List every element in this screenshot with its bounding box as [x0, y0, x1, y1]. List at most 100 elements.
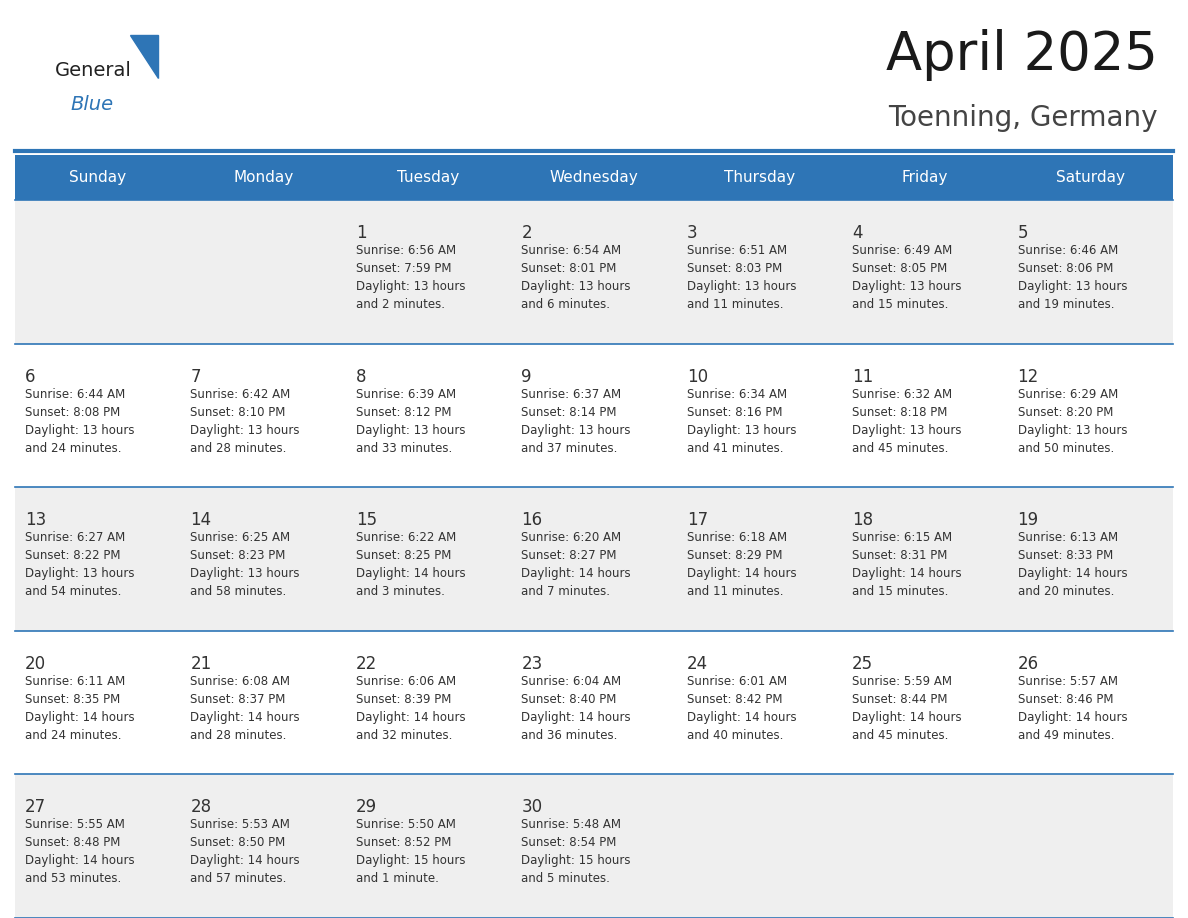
Text: 14: 14: [190, 511, 211, 529]
Text: Sunrise: 6:06 AM: Sunrise: 6:06 AM: [356, 675, 456, 688]
Text: 3: 3: [687, 224, 697, 242]
Text: Sunset: 8:12 PM: Sunset: 8:12 PM: [356, 406, 451, 419]
Bar: [15, 631, 1173, 775]
Text: Thursday: Thursday: [723, 170, 795, 185]
Text: 2: 2: [522, 224, 532, 242]
Text: Sunrise: 6:34 AM: Sunrise: 6:34 AM: [687, 387, 786, 400]
Text: Sunset: 8:46 PM: Sunset: 8:46 PM: [1018, 693, 1113, 706]
Text: 22: 22: [356, 655, 377, 673]
Text: Sunrise: 6:22 AM: Sunrise: 6:22 AM: [356, 532, 456, 544]
Text: Daylight: 14 hours: Daylight: 14 hours: [25, 855, 134, 868]
Text: Daylight: 14 hours: Daylight: 14 hours: [687, 711, 796, 723]
Text: Daylight: 14 hours: Daylight: 14 hours: [356, 711, 466, 723]
Text: Sunset: 8:37 PM: Sunset: 8:37 PM: [190, 693, 286, 706]
Text: Daylight: 14 hours: Daylight: 14 hours: [1018, 711, 1127, 723]
Text: and 58 minutes.: and 58 minutes.: [190, 585, 286, 599]
Text: Sunrise: 6:25 AM: Sunrise: 6:25 AM: [190, 532, 291, 544]
Text: 13: 13: [25, 511, 46, 529]
Text: Sunset: 8:18 PM: Sunset: 8:18 PM: [852, 406, 948, 419]
Text: Sunrise: 6:32 AM: Sunrise: 6:32 AM: [852, 387, 953, 400]
Text: Sunrise: 6:37 AM: Sunrise: 6:37 AM: [522, 387, 621, 400]
Text: and 53 minutes.: and 53 minutes.: [25, 872, 121, 885]
Text: and 24 minutes.: and 24 minutes.: [25, 729, 121, 742]
Text: and 3 minutes.: and 3 minutes.: [356, 585, 444, 599]
Text: and 41 minutes.: and 41 minutes.: [687, 442, 783, 454]
Text: Daylight: 13 hours: Daylight: 13 hours: [190, 423, 299, 437]
Text: Daylight: 13 hours: Daylight: 13 hours: [687, 280, 796, 293]
Text: Daylight: 13 hours: Daylight: 13 hours: [356, 423, 466, 437]
Text: Sunrise: 6:01 AM: Sunrise: 6:01 AM: [687, 675, 786, 688]
Text: Daylight: 13 hours: Daylight: 13 hours: [852, 280, 961, 293]
Text: April 2025: April 2025: [886, 29, 1158, 81]
Text: Sunrise: 5:55 AM: Sunrise: 5:55 AM: [25, 819, 125, 832]
Bar: [15, 200, 1173, 343]
Text: 17: 17: [687, 511, 708, 529]
Text: Sunrise: 5:50 AM: Sunrise: 5:50 AM: [356, 819, 456, 832]
Polygon shape: [129, 35, 158, 78]
Text: Daylight: 14 hours: Daylight: 14 hours: [852, 711, 962, 723]
Text: Daylight: 13 hours: Daylight: 13 hours: [190, 567, 299, 580]
Text: Daylight: 14 hours: Daylight: 14 hours: [190, 711, 301, 723]
Text: Daylight: 14 hours: Daylight: 14 hours: [25, 711, 134, 723]
Text: 1: 1: [356, 224, 366, 242]
Text: Sunrise: 5:53 AM: Sunrise: 5:53 AM: [190, 819, 290, 832]
Text: and 54 minutes.: and 54 minutes.: [25, 585, 121, 599]
Text: Sunset: 8:23 PM: Sunset: 8:23 PM: [190, 549, 286, 562]
Text: and 11 minutes.: and 11 minutes.: [687, 298, 783, 311]
Text: and 49 minutes.: and 49 minutes.: [1018, 729, 1114, 742]
Text: and 5 minutes.: and 5 minutes.: [522, 872, 611, 885]
Text: Sunrise: 6:13 AM: Sunrise: 6:13 AM: [1018, 532, 1118, 544]
Text: Sunset: 8:03 PM: Sunset: 8:03 PM: [687, 262, 782, 275]
Text: Sunrise: 6:18 AM: Sunrise: 6:18 AM: [687, 532, 786, 544]
Text: and 1 minute.: and 1 minute.: [356, 872, 438, 885]
Text: and 50 minutes.: and 50 minutes.: [1018, 442, 1114, 454]
Text: Sunrise: 5:57 AM: Sunrise: 5:57 AM: [1018, 675, 1118, 688]
Text: Daylight: 14 hours: Daylight: 14 hours: [522, 711, 631, 723]
Text: Sunset: 8:08 PM: Sunset: 8:08 PM: [25, 406, 120, 419]
Text: 4: 4: [852, 224, 862, 242]
Text: Blue: Blue: [70, 95, 113, 115]
Text: 18: 18: [852, 511, 873, 529]
Bar: [15, 487, 1173, 631]
Text: 15: 15: [356, 511, 377, 529]
Text: Sunset: 8:40 PM: Sunset: 8:40 PM: [522, 693, 617, 706]
Text: and 11 minutes.: and 11 minutes.: [687, 585, 783, 599]
Text: Daylight: 13 hours: Daylight: 13 hours: [356, 280, 466, 293]
Text: Sunset: 8:22 PM: Sunset: 8:22 PM: [25, 549, 120, 562]
Text: and 15 minutes.: and 15 minutes.: [852, 298, 948, 311]
Text: Toenning, Germany: Toenning, Germany: [889, 104, 1158, 132]
Text: Sunrise: 6:51 AM: Sunrise: 6:51 AM: [687, 244, 786, 257]
Bar: [15, 155, 1173, 200]
Text: Friday: Friday: [902, 170, 948, 185]
Text: Sunset: 8:50 PM: Sunset: 8:50 PM: [190, 836, 285, 849]
Text: Sunset: 8:25 PM: Sunset: 8:25 PM: [356, 549, 451, 562]
Text: 23: 23: [522, 655, 543, 673]
Text: Daylight: 13 hours: Daylight: 13 hours: [1018, 423, 1127, 437]
Text: and 15 minutes.: and 15 minutes.: [852, 585, 948, 599]
Text: and 6 minutes.: and 6 minutes.: [522, 298, 611, 311]
Text: Sunset: 8:10 PM: Sunset: 8:10 PM: [190, 406, 286, 419]
Text: and 7 minutes.: and 7 minutes.: [522, 585, 611, 599]
Text: 10: 10: [687, 367, 708, 386]
Text: 8: 8: [356, 367, 366, 386]
Text: 11: 11: [852, 367, 873, 386]
Text: Sunrise: 6:08 AM: Sunrise: 6:08 AM: [190, 675, 290, 688]
Text: Sunset: 7:59 PM: Sunset: 7:59 PM: [356, 262, 451, 275]
Text: 28: 28: [190, 799, 211, 816]
Bar: [15, 775, 1173, 918]
Text: Sunrise: 6:49 AM: Sunrise: 6:49 AM: [852, 244, 953, 257]
Text: and 19 minutes.: and 19 minutes.: [1018, 298, 1114, 311]
Text: Daylight: 13 hours: Daylight: 13 hours: [25, 423, 134, 437]
Text: Sunrise: 6:46 AM: Sunrise: 6:46 AM: [1018, 244, 1118, 257]
Text: Daylight: 13 hours: Daylight: 13 hours: [522, 280, 631, 293]
Text: General: General: [55, 61, 132, 80]
Text: Daylight: 14 hours: Daylight: 14 hours: [687, 567, 796, 580]
Text: Daylight: 13 hours: Daylight: 13 hours: [522, 423, 631, 437]
Text: and 33 minutes.: and 33 minutes.: [356, 442, 453, 454]
Text: 30: 30: [522, 799, 543, 816]
Text: Sunset: 8:48 PM: Sunset: 8:48 PM: [25, 836, 120, 849]
Text: Sunset: 8:44 PM: Sunset: 8:44 PM: [852, 693, 948, 706]
Text: Daylight: 14 hours: Daylight: 14 hours: [522, 567, 631, 580]
Text: Daylight: 14 hours: Daylight: 14 hours: [190, 855, 301, 868]
Text: Sunrise: 6:54 AM: Sunrise: 6:54 AM: [522, 244, 621, 257]
